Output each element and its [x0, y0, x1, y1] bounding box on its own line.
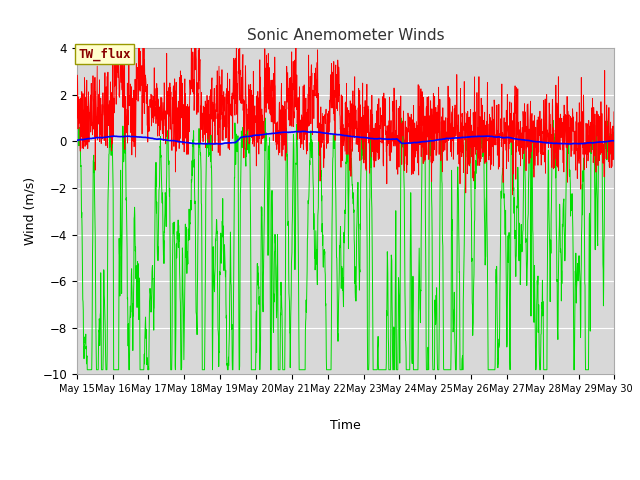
U-Horiz [236, 12, 243, 18]
Line: U-Horiz: U-Horiz [77, 15, 614, 195]
V-Horiz [223, 362, 231, 368]
V-Horiz [611, 147, 618, 153]
W-Vert [203, 141, 211, 147]
V-Horiz [579, 182, 586, 188]
W-Vert [611, 138, 618, 144]
Text: TW_flux: TW_flux [79, 48, 131, 60]
Line: W-Vert: W-Vert [77, 132, 614, 144]
Line: V-Horiz: V-Horiz [77, 118, 614, 370]
V-Horiz [83, 367, 91, 372]
W-Vert [579, 141, 586, 146]
U-Horiz [73, 115, 81, 121]
Title: Sonic Anemometer Winds: Sonic Anemometer Winds [247, 28, 444, 43]
Y-axis label: Wind (m/s): Wind (m/s) [24, 177, 36, 245]
V-Horiz [563, 131, 571, 136]
U-Horiz [509, 192, 516, 198]
V-Horiz [362, 139, 369, 145]
U-Horiz [223, 86, 230, 92]
V-Horiz [502, 259, 510, 264]
V-Horiz [373, 367, 381, 372]
W-Vert [73, 138, 81, 144]
W-Vert [502, 135, 510, 141]
V-Horiz [261, 115, 269, 121]
V-Horiz [73, 133, 81, 139]
U-Horiz [373, 108, 381, 114]
W-Vert [300, 129, 307, 134]
W-Vert [373, 136, 381, 142]
W-Vert [362, 135, 369, 141]
U-Horiz [502, 132, 509, 137]
U-Horiz [563, 124, 571, 130]
U-Horiz [579, 114, 586, 120]
X-axis label: Time: Time [330, 419, 361, 432]
U-Horiz [362, 97, 369, 103]
W-Vert [563, 141, 571, 147]
U-Horiz [611, 126, 618, 132]
W-Vert [223, 140, 231, 146]
